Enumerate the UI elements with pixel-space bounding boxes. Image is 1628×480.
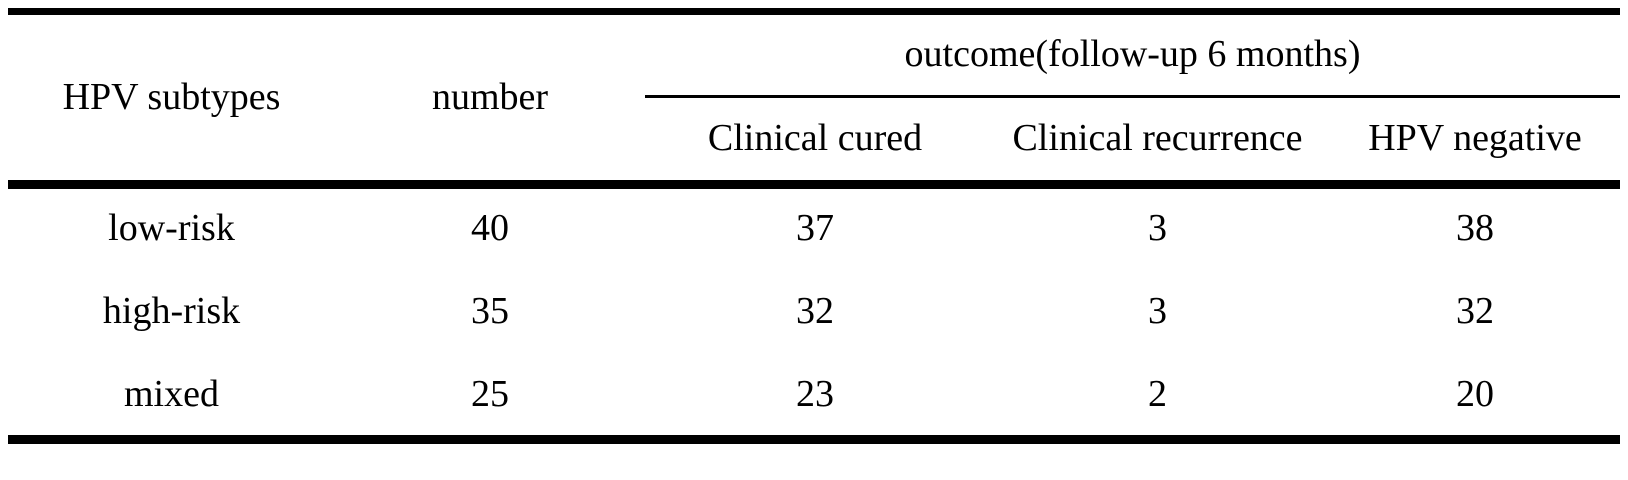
table-row-high-risk: high-risk 35 32 3 32	[8, 270, 1620, 355]
cell-clinical-recurrence: 2	[1148, 372, 1167, 415]
cell-clinical-cured: 23	[796, 372, 834, 415]
cell-number: 40	[335, 180, 645, 270]
col-header-hpv-negative: HPV negative	[1368, 117, 1582, 160]
cell-hpv-negative: 20	[1456, 372, 1495, 415]
cell-clinical-recurrence: 3	[1148, 290, 1167, 333]
cell-number: 35	[471, 290, 509, 333]
cell-clinical-recurrence: 3	[985, 180, 1330, 270]
header-row-group: HPV subtypes number outcome(follow-up 6 …	[8, 11, 1621, 117]
cell-subtype: high-risk	[102, 290, 241, 333]
col-header-clinical-recurrence: Clinical recurrence	[1012, 117, 1303, 160]
hpv-outcomes-table: HPV subtypes number outcome(follow-up 6 …	[8, 8, 1621, 444]
header-row-outcome-sub: Clinical cured Clinical recurrence HPV n…	[8, 97, 1620, 185]
cell-clinical-cured: 32	[796, 290, 834, 333]
col-header-hpv-subtypes: HPV subtypes	[62, 75, 281, 118]
cell-subtype: mixed	[124, 372, 219, 415]
table-header: HPV subtypes number outcome(follow-up 6 …	[8, 11, 1621, 185]
col-header-clinical-cured: Clinical cured	[707, 117, 923, 160]
cell-subtype: low-risk	[8, 180, 335, 270]
cell-hpv-negative: 32	[1456, 290, 1495, 333]
table-row-low-risk: low-risk 40 37 3 38	[8, 180, 1621, 270]
col-group-header-outcome: outcome(follow-up 6 months)	[645, 11, 1621, 98]
table-body: low-risk 40 37 3 38 high-risk 35 32 3 32…	[8, 180, 1621, 440]
cell-hpv-negative: 38	[1330, 180, 1621, 270]
cell-clinical-cured: 37	[645, 180, 985, 270]
cell-number: 25	[471, 372, 509, 415]
col-header-number: number	[431, 75, 549, 118]
table-row-mixed: mixed 25 23 2 20	[8, 355, 1620, 440]
